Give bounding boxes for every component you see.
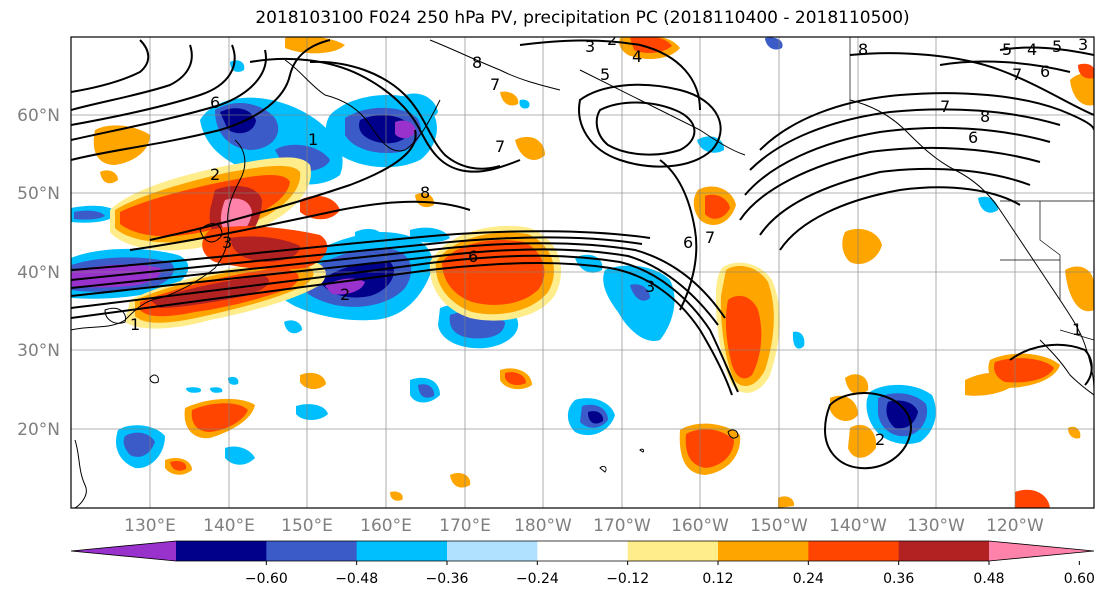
- colorbar-outline: [70, 540, 1095, 562]
- colorbar-segment: [808, 541, 900, 561]
- colorbar-segment: [627, 541, 719, 561]
- contour-label: 5: [600, 65, 610, 84]
- contour-label: 2: [210, 165, 220, 184]
- contour-label: 8: [420, 183, 430, 202]
- contour-label: 4: [632, 47, 642, 66]
- contour-label: 7: [940, 97, 950, 116]
- contour-label: 3: [1078, 35, 1088, 54]
- contour-label: 8: [980, 107, 990, 126]
- contour-label: 7: [495, 137, 505, 156]
- latitude-labels: 60°N 50°N 40°N 30°N 20°N: [17, 106, 60, 440]
- lon-label: 160°E: [360, 516, 412, 536]
- colorbar-extend-high: [989, 541, 1094, 561]
- contour-label: 3: [585, 37, 595, 56]
- map-frame: [70, 36, 1095, 509]
- colorbar-segment: [176, 541, 267, 561]
- contour-label: 1: [308, 130, 318, 149]
- colorbar-segment: [447, 541, 538, 561]
- lat-label: 30°N: [17, 341, 60, 361]
- colorbar-label: −0.60: [245, 571, 288, 587]
- contour-label: 6: [1040, 62, 1050, 81]
- lat-label: 50°N: [17, 184, 60, 204]
- graticule: [71, 37, 1094, 508]
- longitude-labels: 130°E 140°E 150°E 160°E 170°E 180°W 170°…: [124, 516, 1044, 536]
- contour-label: 6: [968, 128, 978, 147]
- contour-label: 2: [875, 430, 885, 449]
- contour-label: 2: [607, 30, 617, 49]
- contour-label: 5: [1052, 37, 1062, 56]
- contour-label: 7: [705, 228, 715, 247]
- contour-label: 6: [683, 233, 693, 252]
- colorbar-label: 0.36: [883, 571, 914, 587]
- colorbar-segment: [718, 541, 809, 561]
- contour-label: 2: [340, 285, 350, 304]
- contour-label: 1: [130, 315, 140, 334]
- map-content: 1 2 3 4 5 6 7 8 6 7 8 5 4 3 2 1 2 3 6 7 …: [71, 30, 1094, 508]
- contour-label: 6: [210, 93, 220, 112]
- colorbar-label: 0.48: [973, 571, 1004, 587]
- map-title: 2018103100 F024 250 hPa PV, precipitatio…: [255, 8, 910, 28]
- lon-label: 170°W: [593, 516, 651, 536]
- lat-label: 60°N: [17, 106, 60, 126]
- lon-label: 150°E: [281, 516, 333, 536]
- contour-label: 8: [858, 40, 868, 59]
- contour-labels: 1 2 3 4 5 6 7 8 6 7 8 5 4 3 2 1 2 3 6 7 …: [130, 30, 1088, 449]
- borders: [849, 37, 1094, 341]
- colorbar-extend-low: [71, 541, 176, 561]
- contour-label: 1: [1072, 320, 1082, 339]
- contour-label: 3: [222, 233, 232, 252]
- colorbar-segment: [898, 541, 990, 561]
- lat-label: 40°N: [17, 263, 60, 283]
- lon-label: 170°E: [439, 516, 491, 536]
- colorbar-label: −0.12: [606, 571, 649, 587]
- lon-label: 140°E: [203, 516, 255, 536]
- colorbar-segment: [356, 541, 448, 561]
- lat-label: 20°N: [17, 420, 60, 440]
- contour-label: 8: [472, 53, 482, 72]
- lon-label: 160°W: [671, 516, 729, 536]
- lon-label: 150°W: [750, 516, 808, 536]
- contour-label: 7: [490, 75, 500, 94]
- colorbar-label: −0.36: [426, 571, 469, 587]
- lon-label: 140°W: [829, 516, 887, 536]
- contour-label: 7: [1012, 65, 1022, 84]
- colorbar-label: −0.48: [335, 571, 378, 587]
- contour-label: 5: [1002, 40, 1012, 59]
- lon-label: 120°W: [986, 516, 1044, 536]
- colorbar-segment: [266, 541, 358, 561]
- colorbar-label: −0.24: [516, 571, 559, 587]
- contour-label: 6: [468, 247, 478, 266]
- colorbar-label: 0.60: [1064, 571, 1095, 587]
- colorbar-segment: [537, 541, 629, 561]
- pv-contours: [71, 39, 1094, 470]
- coastlines: [71, 39, 1094, 508]
- contour-label: 4: [1027, 40, 1037, 59]
- colorbar-label: 0.12: [702, 571, 733, 587]
- colorbar: −0.60 −0.48 −0.36 −0.24 −0.12 0.12 0.24 0.36 0.4…: [70, 540, 1095, 587]
- lon-label: 130°E: [124, 516, 176, 536]
- contour-label: 3: [645, 277, 655, 296]
- lon-label: 130°W: [907, 516, 965, 536]
- colorbar-label: 0.24: [793, 571, 824, 587]
- lon-label: 180°W: [514, 516, 572, 536]
